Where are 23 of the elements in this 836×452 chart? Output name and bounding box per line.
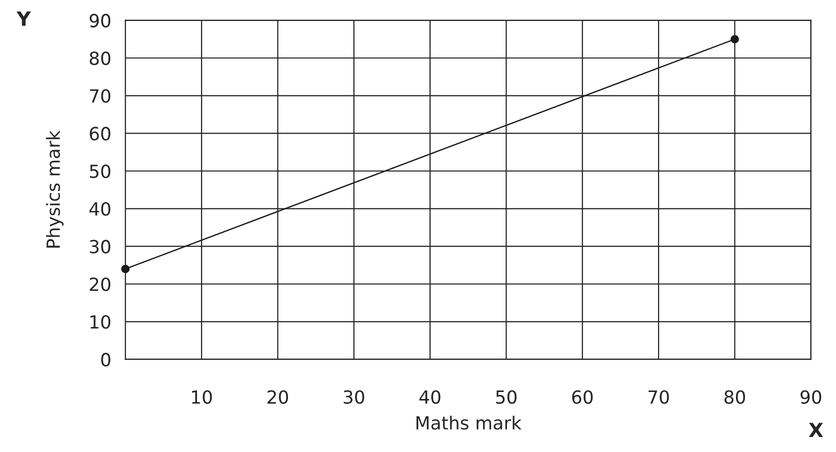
text: X [808, 422, 824, 438]
x-tick-label: 90 [800, 390, 822, 404]
y-tick-label: 90 [90, 14, 110, 28]
y-axis-title: Physics mark [46, 130, 64, 248]
x-tick-label: 50 [496, 390, 517, 404]
y-tick-label: 80 [90, 51, 110, 66]
text: Y [16, 12, 31, 26]
x-tick-label: 70 [648, 390, 669, 404]
x-tick-label: 20 [268, 390, 288, 404]
y-tick-label: 70 [90, 89, 110, 103]
x-tick-label: 60 [572, 390, 593, 404]
x-tick-label: 80 [724, 390, 746, 404]
y-tick-label: 20 [90, 277, 110, 292]
x-tick-label: 10 [192, 390, 212, 404]
y-tick-label: 30 [90, 240, 110, 254]
x-tick-label: 30 [344, 390, 364, 404]
x-tick-label: 40 [419, 390, 440, 404]
y-tick-label: 0 [101, 352, 110, 366]
y-tick-label: 50 [90, 164, 110, 178]
y-tick-label: 10 [90, 315, 110, 329]
y-tick-label: 60 [90, 126, 110, 140]
x-axis-title: Maths mark [416, 416, 522, 430]
y-tick-label: 40 [89, 202, 110, 216]
